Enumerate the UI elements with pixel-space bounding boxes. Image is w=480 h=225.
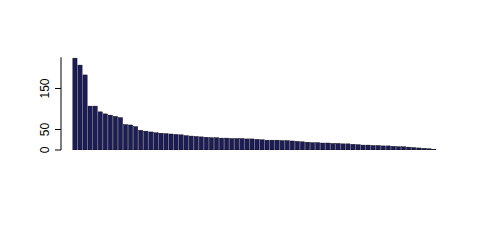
- bar: [396, 147, 400, 150]
- bar: [260, 140, 264, 150]
- y-tick-label: 50: [38, 122, 52, 136]
- bar: [225, 138, 229, 150]
- bar: [361, 145, 365, 150]
- bar: [366, 145, 370, 150]
- bar: [139, 130, 143, 150]
- bar: [204, 137, 208, 150]
- bars: [73, 58, 436, 150]
- bar: [144, 131, 148, 150]
- bar: [401, 147, 405, 150]
- bar: [275, 140, 279, 150]
- chart: 0 50 150: [0, 0, 480, 225]
- y-tick: [55, 150, 61, 151]
- bar: [250, 139, 254, 150]
- bar: [118, 118, 122, 150]
- bar: [214, 138, 218, 150]
- bar: [98, 112, 102, 150]
- bar: [230, 139, 234, 150]
- bar: [386, 146, 390, 150]
- bar: [174, 134, 178, 150]
- bar: [331, 143, 335, 150]
- bar: [235, 139, 239, 150]
- bar: [164, 134, 168, 150]
- bar: [341, 144, 345, 150]
- bar: [417, 148, 421, 150]
- bar: [285, 141, 289, 150]
- bar: [108, 115, 112, 150]
- bar: [78, 65, 82, 150]
- bar: [290, 141, 294, 150]
- bar: [407, 147, 411, 150]
- bar: [412, 148, 416, 150]
- bar: [305, 142, 309, 150]
- bar: [149, 132, 153, 150]
- y-tick-label: 0: [38, 146, 52, 153]
- bar: [371, 145, 375, 150]
- bar: [427, 149, 431, 150]
- bar: [381, 146, 385, 150]
- bar: [295, 141, 299, 150]
- bar: [88, 106, 92, 150]
- bar: [83, 75, 87, 150]
- bar: [316, 143, 320, 150]
- bar: [194, 136, 198, 150]
- bar: [326, 143, 330, 150]
- bar: [93, 106, 97, 150]
- bar: [300, 142, 304, 150]
- bar: [219, 138, 223, 150]
- bar: [356, 145, 360, 150]
- bar: [184, 136, 188, 150]
- bar: [321, 143, 325, 150]
- bar: [169, 134, 173, 150]
- bar: [179, 135, 183, 150]
- bar: [351, 144, 355, 150]
- bar: [376, 145, 380, 150]
- bar: [255, 139, 259, 150]
- bar: [422, 148, 426, 150]
- bar: [113, 116, 117, 150]
- bar: [189, 136, 193, 150]
- bar: [209, 138, 213, 150]
- bar: [265, 140, 269, 150]
- bar: [245, 139, 249, 150]
- y-tick-label: 150: [38, 78, 52, 98]
- bar: [346, 144, 350, 150]
- bar: [199, 137, 203, 150]
- bar: [73, 58, 77, 150]
- bar: [154, 133, 158, 150]
- bar: [432, 149, 436, 150]
- bar: [240, 139, 244, 150]
- bar: [159, 133, 163, 150]
- y-axis-line: [61, 57, 62, 150]
- bar: [134, 127, 138, 150]
- bar: [310, 143, 314, 150]
- bar: [123, 125, 127, 150]
- bar: [128, 125, 132, 150]
- bar: [336, 143, 340, 150]
- bar: [391, 146, 395, 150]
- bar: [103, 114, 107, 150]
- y-tick: [55, 88, 61, 89]
- bar: [270, 140, 274, 150]
- y-tick: [55, 129, 61, 130]
- bar: [280, 141, 284, 150]
